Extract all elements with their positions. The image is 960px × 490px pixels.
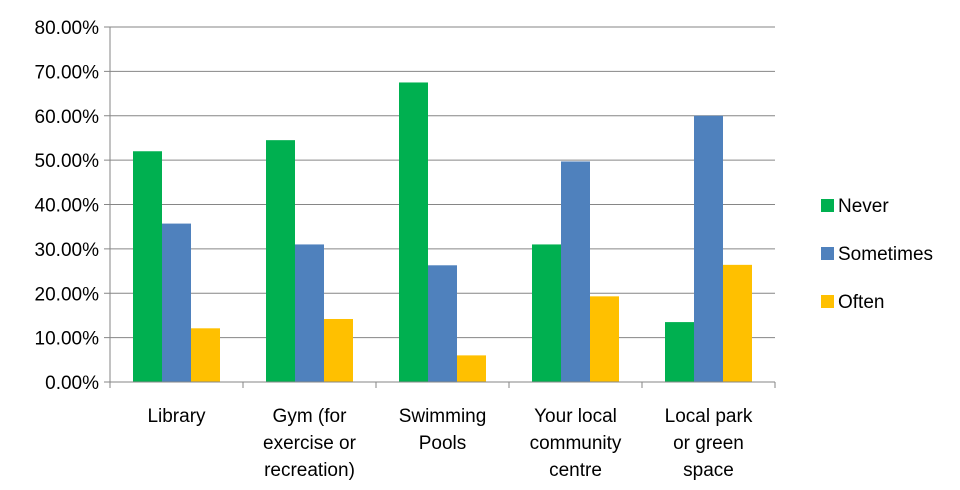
- y-axis-tick-labels: 0.00% 10.00% 20.00% 30.00% 40.00% 50.00% 60.00…: [35, 18, 110, 394]
- x-category-label: Pools: [419, 433, 467, 454]
- bar-often-2: [457, 355, 486, 382]
- y-tick-label: 50.00%: [35, 151, 100, 172]
- x-category-label: Library: [147, 406, 206, 427]
- x-category-label: exercise or: [263, 433, 357, 454]
- bar-sometimes-1: [295, 244, 324, 382]
- x-category-label: Your local: [534, 406, 617, 427]
- x-category-label: centre: [549, 460, 602, 481]
- x-category-label: Gym (for: [273, 406, 348, 427]
- y-tick-label: 80.00%: [35, 18, 100, 39]
- bar-never-2: [399, 82, 428, 382]
- axes: [109, 27, 776, 388]
- bars: [133, 82, 752, 382]
- legend-swatch-often: [821, 295, 834, 308]
- x-category-label: space: [683, 460, 734, 481]
- y-tick-label: 40.00%: [35, 196, 100, 217]
- bar-sometimes-2: [428, 265, 457, 382]
- legend-label-sometimes: Sometimes: [838, 244, 933, 265]
- bar-often-4: [723, 264, 752, 382]
- legend: Never Sometimes Often: [821, 196, 933, 313]
- bar-never-3: [532, 244, 561, 382]
- legend-swatch-sometimes: [821, 247, 834, 260]
- x-category-label: or green: [673, 433, 744, 454]
- x-category-label: Local park: [665, 406, 753, 427]
- bar-never-4: [665, 322, 694, 382]
- y-tick-label: 70.00%: [35, 62, 100, 83]
- x-axis-category-labels: Library Gym (for exercise or recreation) Swi…: [147, 406, 752, 481]
- legend-label-never: Never: [838, 196, 889, 217]
- bar-sometimes-4: [694, 115, 723, 382]
- legend-label-often: Often: [838, 292, 884, 313]
- x-category-label: Swimming: [399, 406, 487, 427]
- bar-often-0: [191, 328, 220, 382]
- bar-sometimes-0: [162, 223, 191, 382]
- bar-often-1: [324, 318, 353, 382]
- legend-swatch-never: [821, 199, 834, 212]
- y-tick-label: 60.00%: [35, 107, 100, 128]
- bar-never-0: [133, 151, 162, 382]
- bar-never-1: [266, 140, 295, 382]
- bar-sometimes-3: [561, 161, 590, 382]
- gridlines: [110, 26, 775, 339]
- bar-often-3: [590, 296, 619, 382]
- y-tick-label: 30.00%: [35, 240, 100, 261]
- y-tick-label: 0.00%: [45, 373, 99, 394]
- y-tick-label: 20.00%: [35, 284, 100, 305]
- x-category-label: recreation): [264, 460, 355, 481]
- y-tick-label: 10.00%: [35, 329, 100, 350]
- x-category-label: community: [530, 433, 622, 454]
